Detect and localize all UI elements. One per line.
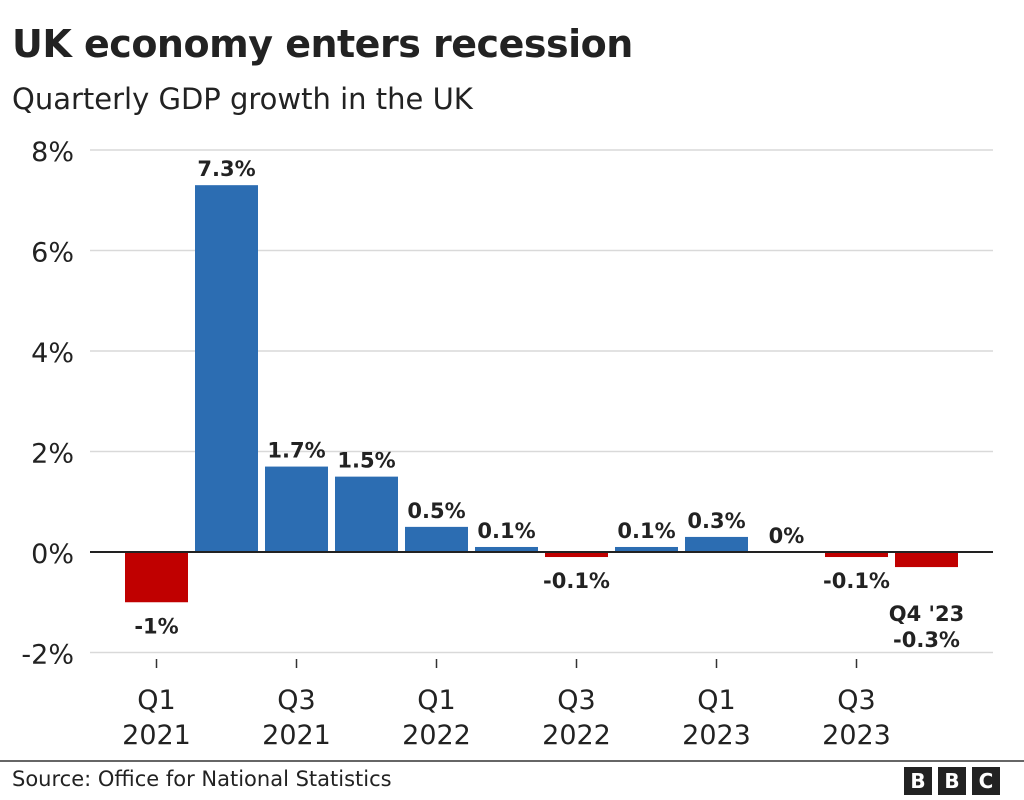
data-label: -0.3% <box>893 628 960 652</box>
data-label: 0.1% <box>617 519 675 543</box>
y-tick-label: 0% <box>31 539 74 570</box>
data-label: 0.1% <box>477 519 535 543</box>
bar <box>265 466 328 552</box>
bar <box>475 546 538 552</box>
y-tick-label: 8% <box>31 137 74 168</box>
x-tick-label: 2022 <box>402 720 471 751</box>
x-tick-label: Q3 <box>277 685 315 716</box>
bar <box>825 552 888 558</box>
bar <box>615 546 678 552</box>
x-tick-label: Q1 <box>697 685 735 716</box>
footer-divider <box>0 760 1024 762</box>
bar-chart: -2% 0% 2% 4% 6% 8% -1% 7.3% 1.7% 1.5% 0.5% 0.1% -0.1… <box>21 137 993 751</box>
chart-title: UK economy enters recession <box>12 22 633 66</box>
y-tick-label: 4% <box>31 338 74 369</box>
x-tick-label: 2021 <box>122 720 191 751</box>
data-label: 0% <box>769 524 805 548</box>
data-label: -0.1% <box>543 569 610 593</box>
bar <box>895 552 958 568</box>
x-tick-label: Q3 <box>837 685 875 716</box>
annotation-label: Q4 '23 <box>889 602 964 626</box>
data-label: -0.1% <box>823 569 890 593</box>
source-note: Source: Office for National Statistics <box>12 767 392 791</box>
logo-letter: B <box>938 767 966 795</box>
x-tick-label: 2021 <box>262 720 331 751</box>
bar <box>545 552 608 558</box>
bar <box>685 536 748 552</box>
x-tick-label: 2022 <box>542 720 611 751</box>
logo-letter: C <box>972 767 1000 795</box>
data-label: 1.7% <box>267 439 325 463</box>
x-tick-label: Q1 <box>137 685 175 716</box>
x-tick-label: Q1 <box>417 685 455 716</box>
logo-letter: B <box>904 767 932 795</box>
chart-subtitle: Quarterly GDP growth in the UK <box>12 82 473 116</box>
x-tick-label: 2023 <box>682 720 751 751</box>
data-label: 0.5% <box>407 499 465 523</box>
bbc-logo: B B C <box>904 767 1000 795</box>
y-tick-label: 6% <box>31 238 74 269</box>
data-label: 1.5% <box>337 449 395 473</box>
x-tick-label: 2023 <box>822 720 891 751</box>
bar <box>125 552 188 603</box>
y-tick-label: -2% <box>21 640 74 671</box>
y-tick-label: 2% <box>31 439 74 470</box>
data-label: 7.3% <box>197 157 255 181</box>
bar <box>335 476 398 552</box>
x-tick-label: Q3 <box>557 685 595 716</box>
bar <box>195 185 258 553</box>
bar <box>405 526 468 552</box>
data-label: 0.3% <box>687 509 745 533</box>
data-label: -1% <box>134 614 178 638</box>
